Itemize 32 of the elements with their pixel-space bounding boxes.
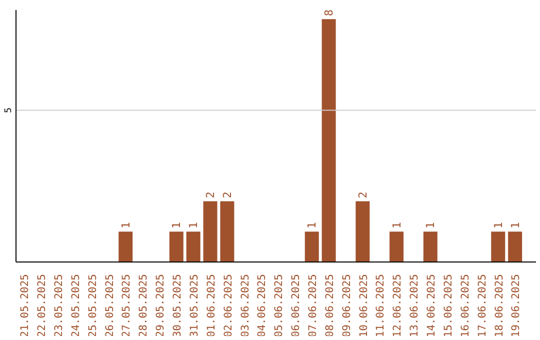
data-label: 1 xyxy=(390,222,404,229)
x-tick-label: 13.06.2025 xyxy=(408,274,421,338)
x-tick-label: 15.06.2025 xyxy=(442,274,454,338)
x-tick-label: 22.05.2025 xyxy=(36,274,48,338)
x-tick-label: 11.06.2025 xyxy=(374,274,387,338)
x-tick-label: 21.05.2025 xyxy=(19,274,32,338)
x-tick-label: 17.06.2025 xyxy=(476,274,488,338)
data-label: 2 xyxy=(356,192,370,198)
data-label: 2 xyxy=(204,192,218,198)
data-label: 1 xyxy=(306,222,319,229)
data-label: 1 xyxy=(119,222,132,229)
data-label: 2 xyxy=(221,192,234,198)
y-tick-label: 5 xyxy=(4,107,14,114)
data-label: 1 xyxy=(508,222,522,229)
x-tick-label: 10.06.2025 xyxy=(358,274,370,338)
x-tick-label: 18.06.2025 xyxy=(493,274,506,338)
data-label: 1 xyxy=(492,222,505,229)
x-tick-label: 12.06.2025 xyxy=(392,274,404,338)
data-label: 1 xyxy=(424,222,438,229)
x-tick-label: 19.06.2025 xyxy=(510,274,522,338)
data-label: 8 xyxy=(322,9,336,16)
x-tick-label: 25.05.2025 xyxy=(86,274,99,338)
x-tick-label: 14.06.2025 xyxy=(426,274,438,338)
x-tick-label: 27.05.2025 xyxy=(120,274,133,338)
x-tick-label: 23.05.2025 xyxy=(53,274,66,338)
x-tick-label: 28.05.2025 xyxy=(138,274,150,338)
data-label: 1 xyxy=(187,222,200,229)
x-tick-label: 26.05.2025 xyxy=(104,274,116,338)
data-label: 1 xyxy=(170,222,184,229)
x-tick-label: 29.05.2025 xyxy=(154,274,167,338)
x-tick-label: 16.06.2025 xyxy=(459,274,472,338)
x-tick-label: 24.05.2025 xyxy=(70,274,82,338)
